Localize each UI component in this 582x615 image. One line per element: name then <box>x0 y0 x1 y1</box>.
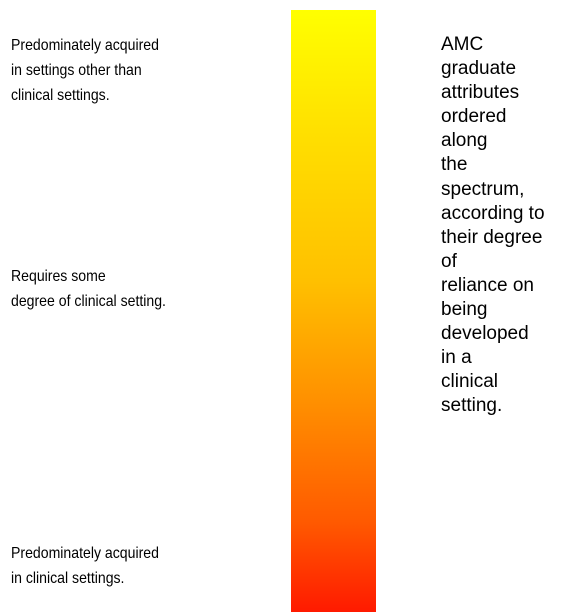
label-line: Predominately acquired <box>11 545 159 562</box>
label-line: in clinical settings. <box>11 570 125 587</box>
label-line: clinical settings. <box>11 87 110 104</box>
description-line: their degree <box>441 226 543 248</box>
label-line: in settings other than <box>11 62 142 79</box>
description-line: the <box>441 154 468 176</box>
spectrum-description: AMC graduate attributes ordered along th… <box>441 33 545 419</box>
description-line: graduate <box>441 58 517 80</box>
description-line: AMC <box>441 34 484 55</box>
description-line: setting. <box>441 395 503 417</box>
description-line: clinical <box>441 371 499 393</box>
description-line: ordered <box>441 106 507 128</box>
description-line: being <box>441 299 488 321</box>
spectrum-gradient-bar <box>291 10 376 612</box>
label-non-clinical: Predominately acquired in settings other… <box>11 33 159 108</box>
description-line: developed <box>441 323 529 345</box>
label-line: degree of clinical setting. <box>11 293 166 310</box>
description-line: in a <box>441 347 472 369</box>
description-line: according to <box>441 202 545 224</box>
label-line: Requires some <box>11 268 106 285</box>
label-line: Predominately acquired <box>11 37 159 54</box>
label-some-clinical: Requires some degree of clinical setting… <box>11 264 166 314</box>
label-clinical: Predominately acquired in clinical setti… <box>11 541 159 591</box>
description-line: spectrum, <box>441 178 525 200</box>
description-line: reliance on <box>441 274 534 296</box>
description-line: along <box>441 130 488 152</box>
description-line: of <box>441 250 457 272</box>
description-line: attributes <box>441 82 520 104</box>
